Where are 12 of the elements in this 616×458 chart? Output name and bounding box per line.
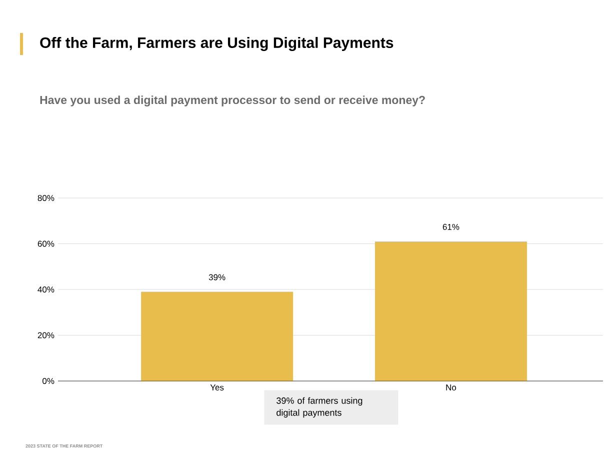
chart-subtitle: Have you used a digital payment processor to send or receive money? (40, 96, 425, 106)
y-tick-label: 0% (42, 378, 54, 384)
chart-title: Off the Farm, Farmers are Using Digital Payments (40, 36, 394, 52)
text: 39% of farmers using digital payments (276, 397, 362, 418)
y-tick-label: 60% (38, 240, 54, 247)
x-tick-label: No (446, 384, 456, 390)
data-label: 61% (442, 224, 460, 230)
data-label: 39% (208, 274, 226, 280)
y-tick-label: 40% (38, 286, 54, 293)
y-tick-label: 80% (38, 195, 54, 202)
y-tick-label: 20% (38, 332, 54, 338)
x-tick-label: Yes (210, 384, 224, 390)
